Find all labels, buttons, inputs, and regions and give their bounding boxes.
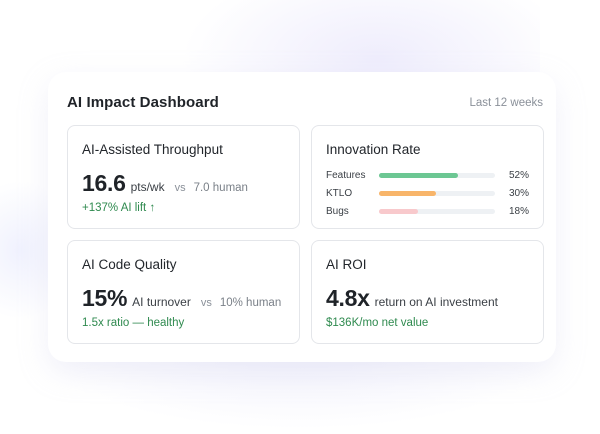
bar-track	[379, 172, 495, 178]
bar-value: 18%	[508, 205, 529, 217]
bar-track	[379, 190, 495, 196]
bar-fill-ktlo	[379, 190, 436, 196]
bar-value: 52%	[508, 169, 529, 181]
bar-fill-bugs	[379, 208, 419, 214]
bar-row-features: Features 52%	[326, 166, 530, 184]
throughput-card: AI-Assisted Throughput 16.6 pts/wk vs 7.…	[67, 125, 300, 229]
throughput-value: 16.6	[82, 170, 126, 196]
bar-value: 30%	[508, 187, 529, 199]
throughput-delta: +137% AI lift ↑	[82, 202, 156, 214]
bar-track	[379, 208, 495, 214]
card-title: AI Code Quality	[82, 257, 177, 272]
bar-label: Features	[326, 169, 366, 181]
vs-label: vs	[174, 182, 186, 194]
roi-note: $136K/mo net value	[326, 317, 429, 329]
roi-metric: 4.8x return on AI investment	[326, 285, 498, 312]
quality-value: 15%	[82, 285, 128, 311]
card-title: Innovation Rate	[326, 142, 421, 157]
roi-value: 4.8x	[326, 285, 370, 311]
bar-label: KTLO	[326, 187, 353, 199]
bar-row-bugs: Bugs 18%	[326, 202, 530, 220]
card-title: AI ROI	[326, 257, 367, 272]
quality-unit: AI turnover	[132, 295, 191, 309]
throughput-unit: pts/wk	[130, 180, 165, 194]
dashboard-title: AI Impact Dashboard	[67, 94, 219, 111]
bar-fill-features	[379, 172, 458, 178]
vs-label: vs	[200, 297, 212, 309]
code-quality-card: AI Code Quality 15% AI turnover vs 10% h…	[67, 240, 300, 344]
roi-unit: return on AI investment	[374, 295, 498, 309]
bar-label: Bugs	[326, 205, 349, 217]
innovation-bars: Features 52% KTLO 30% Bugs 18%	[326, 166, 530, 220]
quality-note: 1.5x ratio — healthy	[82, 317, 185, 329]
card-title: AI-Assisted Throughput	[82, 142, 223, 157]
bar-row-ktlo: KTLO 30%	[326, 184, 530, 202]
roi-card: AI ROI 4.8x return on AI investment $136…	[311, 240, 544, 344]
human-comparison: 10% human	[219, 297, 282, 309]
throughput-metric: 16.6 pts/wk vs 7.0 human	[82, 170, 248, 197]
quality-metric: 15% AI turnover vs 10% human	[82, 285, 281, 312]
date-range-label: Last 12 weeks	[469, 97, 543, 109]
innovation-card: Innovation Rate Features 52% KTLO 30% Bu…	[311, 125, 544, 229]
human-comparison: 7.0 human	[193, 182, 248, 194]
